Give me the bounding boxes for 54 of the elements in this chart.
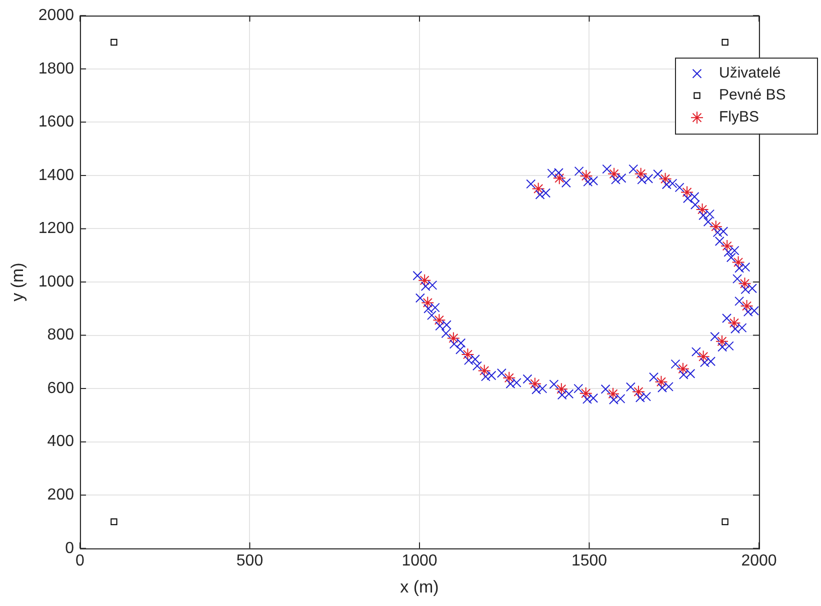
point	[528, 377, 542, 390]
y-tick-label: 1200	[38, 220, 74, 238]
point	[580, 169, 593, 182]
point	[432, 314, 446, 327]
point	[608, 167, 621, 180]
legend-label: Pevné BS	[719, 86, 786, 104]
y-tick-label: 1400	[38, 166, 74, 184]
y-tick-label: 0	[65, 540, 74, 557]
point	[696, 350, 710, 364]
legend-label: Uživatelé	[719, 64, 781, 82]
point	[478, 364, 491, 378]
point	[579, 386, 592, 400]
point	[552, 172, 566, 185]
point	[654, 375, 668, 388]
point	[606, 387, 620, 400]
point	[632, 385, 645, 398]
point	[728, 316, 741, 330]
point	[658, 172, 672, 186]
point	[738, 277, 752, 290]
point	[676, 362, 690, 376]
x-tick-label: 1000	[402, 552, 438, 570]
x-axis-title: x (m)	[400, 577, 439, 596]
point	[634, 167, 648, 180]
y-tick-label: 800	[47, 326, 74, 344]
point	[446, 332, 460, 345]
point	[461, 348, 474, 361]
y-tick-label: 1800	[38, 60, 74, 78]
point	[502, 371, 516, 384]
point	[709, 220, 722, 234]
legend-label: FlyBS	[719, 108, 760, 126]
x-tick-label: 2000	[741, 552, 777, 570]
point	[732, 256, 745, 269]
y-axis-title: y (m)	[8, 262, 27, 302]
y-tick-label: 400	[47, 433, 74, 450]
point	[421, 296, 434, 310]
point	[720, 240, 734, 253]
point	[696, 203, 709, 216]
point	[722, 518, 728, 526]
x-tick-label: 500	[236, 552, 264, 570]
point	[110, 518, 118, 526]
y-tick-label: 2000	[38, 7, 74, 24]
y-tick-label: 200	[47, 486, 74, 504]
x-tick-label: 1500	[571, 552, 608, 570]
y-tick-label: 1000	[38, 273, 74, 290]
point	[532, 182, 545, 196]
point	[554, 382, 568, 396]
point	[722, 38, 728, 46]
point	[680, 186, 694, 199]
point	[418, 274, 432, 287]
point	[740, 299, 754, 312]
point	[715, 334, 728, 348]
y-tick-label: 600	[47, 380, 74, 397]
y-tick-label: 1600	[38, 114, 74, 131]
point	[110, 38, 118, 46]
